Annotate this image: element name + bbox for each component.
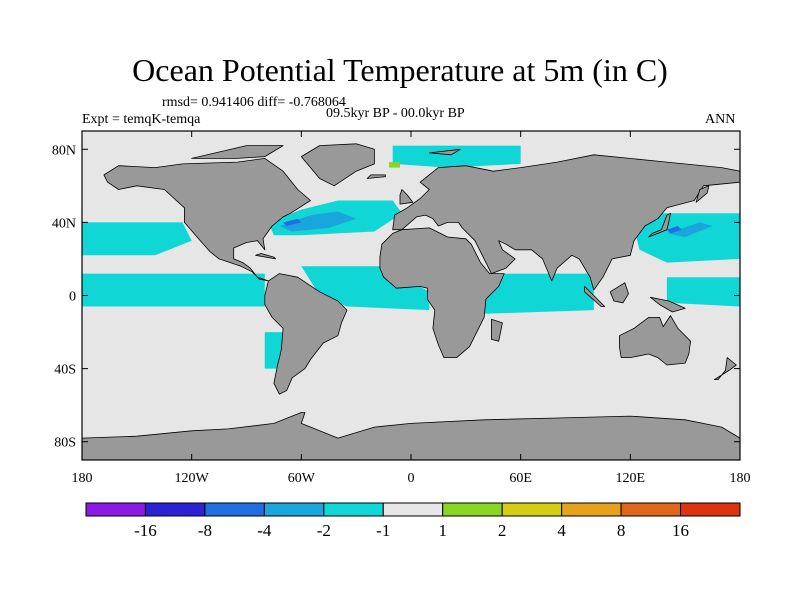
land-svalbard [428, 148, 461, 156]
lon-tick-label: 120E [616, 471, 646, 486]
colorbar-label: -8 [198, 521, 212, 540]
season-label: ANN [705, 112, 736, 127]
land-africa [379, 227, 505, 359]
colorbar-label: -4 [257, 521, 272, 540]
colorbar-swatch [85, 502, 146, 517]
anomaly-greenland-sea-warm [389, 162, 400, 168]
lat-tick-label: 40N [52, 216, 76, 231]
colorbar: -16 -8 -4 -2 -1 1 2 4 8 16 [85, 502, 741, 540]
colorbar-label: 16 [672, 521, 689, 540]
map-plot-area [82, 131, 740, 460]
anomaly-northwest-pacific [630, 213, 740, 263]
colorbar-swatch [204, 502, 265, 517]
colorbar-swatch [323, 502, 384, 517]
land-north-america [103, 157, 311, 282]
land-cuba [255, 253, 277, 260]
map-title: Ocean Potential Temperature at 5m (in C) [132, 52, 668, 88]
land-borneo [609, 282, 629, 304]
lon-tick-label: 120W [175, 471, 210, 486]
land-greenland [300, 143, 375, 187]
land-madagascar [490, 318, 503, 342]
lon-tick-label: 180 [72, 471, 93, 486]
lon-tick-label: 60E [509, 471, 532, 486]
land-british-isles [399, 189, 414, 205]
colorbar-swatch [501, 502, 563, 517]
land-new-zealand [714, 357, 737, 381]
land-eurasia [392, 154, 740, 291]
colorbar-swatch [144, 502, 206, 517]
colorbar-label: -2 [317, 521, 331, 540]
land-layer [82, 143, 740, 460]
map-axes: 180 120W 60W 0 60E 120E 180 80N 40N 0 40S 80S [52, 131, 751, 486]
colorbar-swatch [561, 502, 622, 517]
colorbar-label: 4 [557, 521, 566, 540]
anomaly-arctic [392, 145, 521, 168]
anomaly-gulf-stream-strong [283, 218, 302, 226]
colorbar-swatch [442, 502, 503, 517]
land-canadian-arctic [191, 145, 284, 159]
land-japan [648, 212, 671, 238]
land-south-america [264, 273, 348, 395]
lon-tick-label: 180 [730, 471, 751, 486]
anomaly-north-pacific [82, 222, 192, 256]
colorbar-swatch [382, 502, 444, 517]
lon-tick-label: 0 [408, 471, 415, 486]
anomaly-gulf-stream-moderate [279, 211, 357, 232]
colorbar-swatch [620, 502, 682, 517]
lat-tick-label: 0 [69, 290, 76, 305]
colorbar-swatch [263, 502, 325, 517]
lat-tick-label: 80N [52, 143, 76, 158]
lat-tick-label: 80S [54, 436, 76, 451]
lon-tick-label: 60W [288, 471, 316, 486]
anomaly-indian-ocean [484, 273, 594, 314]
land-antarctica [82, 412, 740, 460]
stats-label: rmsd= 0.941406 diff= -0.768064 [162, 95, 346, 110]
anomaly-equatorial-pacific [82, 273, 265, 307]
land-kamchatka [695, 185, 710, 203]
anomaly-kuroshio-strong [666, 226, 682, 234]
colorbar-label: 1 [438, 521, 447, 540]
lat-tick-label: 40S [54, 363, 76, 378]
period-label: 09.5kyr BP - 00.0kyr BP [326, 106, 465, 121]
land-iceland [366, 174, 386, 179]
land-sumatra [584, 285, 606, 307]
colorbar-label: 2 [498, 521, 507, 540]
land-australia [619, 315, 691, 366]
colorbar-label: 8 [617, 521, 626, 540]
land-new-guinea [650, 296, 686, 313]
anomaly-equatorial-west-pacific [666, 277, 740, 307]
colorbar-label: -16 [134, 521, 157, 540]
anomaly-southeast-pacific [264, 332, 284, 369]
experiment-label: Expt = temqK-temqa [82, 112, 201, 127]
anomaly-kuroshio-moderate [666, 222, 713, 237]
colorbar-swatch [680, 502, 741, 517]
colorbar-label: -1 [376, 521, 390, 540]
